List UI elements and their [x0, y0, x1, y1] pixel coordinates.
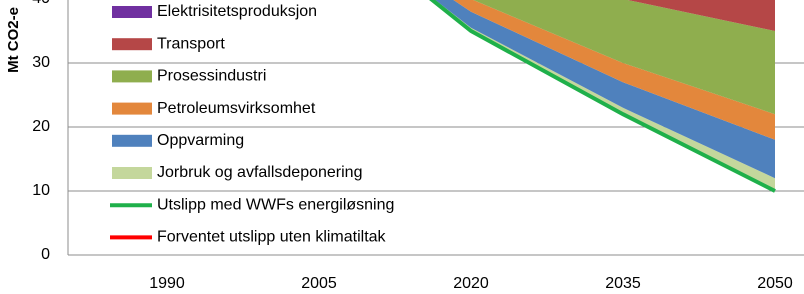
legend-swatch: [112, 102, 152, 115]
legend-label: Utslipp med WWFs energiløsning: [157, 196, 394, 213]
area: [453, 0, 775, 140]
y-axis-label: Mt CO2-e: [5, 7, 22, 73]
legend-swatch: [112, 6, 152, 18]
area: [473, 0, 775, 115]
legend-swatch: [112, 70, 152, 83]
y-tick-label: 30: [32, 54, 50, 71]
legend-swatch: [112, 38, 152, 51]
x-tick-label: 2020: [453, 275, 489, 292]
legend-label: Petroleumsvirksomhet: [157, 100, 316, 117]
area: [432, 0, 775, 191]
legend-label: Forventet utslipp uten klimatiltak: [157, 229, 387, 246]
y-tick-label: 40: [32, 0, 50, 7]
y-tick-label: 0: [41, 246, 50, 263]
y-tick-label: 10: [32, 182, 50, 199]
legend-label: Jorbruk og avfallsdeponering: [157, 164, 362, 181]
legend-swatch: [112, 167, 152, 179]
x-tick-label: 2050: [757, 275, 793, 292]
legend-label: Prosessindustri: [157, 68, 266, 85]
y-tick-label: 20: [32, 118, 50, 135]
legend-swatch: [112, 134, 152, 147]
x-tick-label: 2005: [301, 275, 337, 292]
area: [435, 0, 775, 179]
line: [429, 0, 776, 193]
legend-label: Transport: [157, 35, 225, 52]
x-tick-label: 2035: [605, 275, 641, 292]
x-tick-label: 1990: [149, 275, 185, 292]
area: [627, 0, 775, 31]
legend-label: Elektrisitetsproduksjon: [157, 3, 317, 20]
legend-label: Oppvarming: [157, 132, 244, 149]
